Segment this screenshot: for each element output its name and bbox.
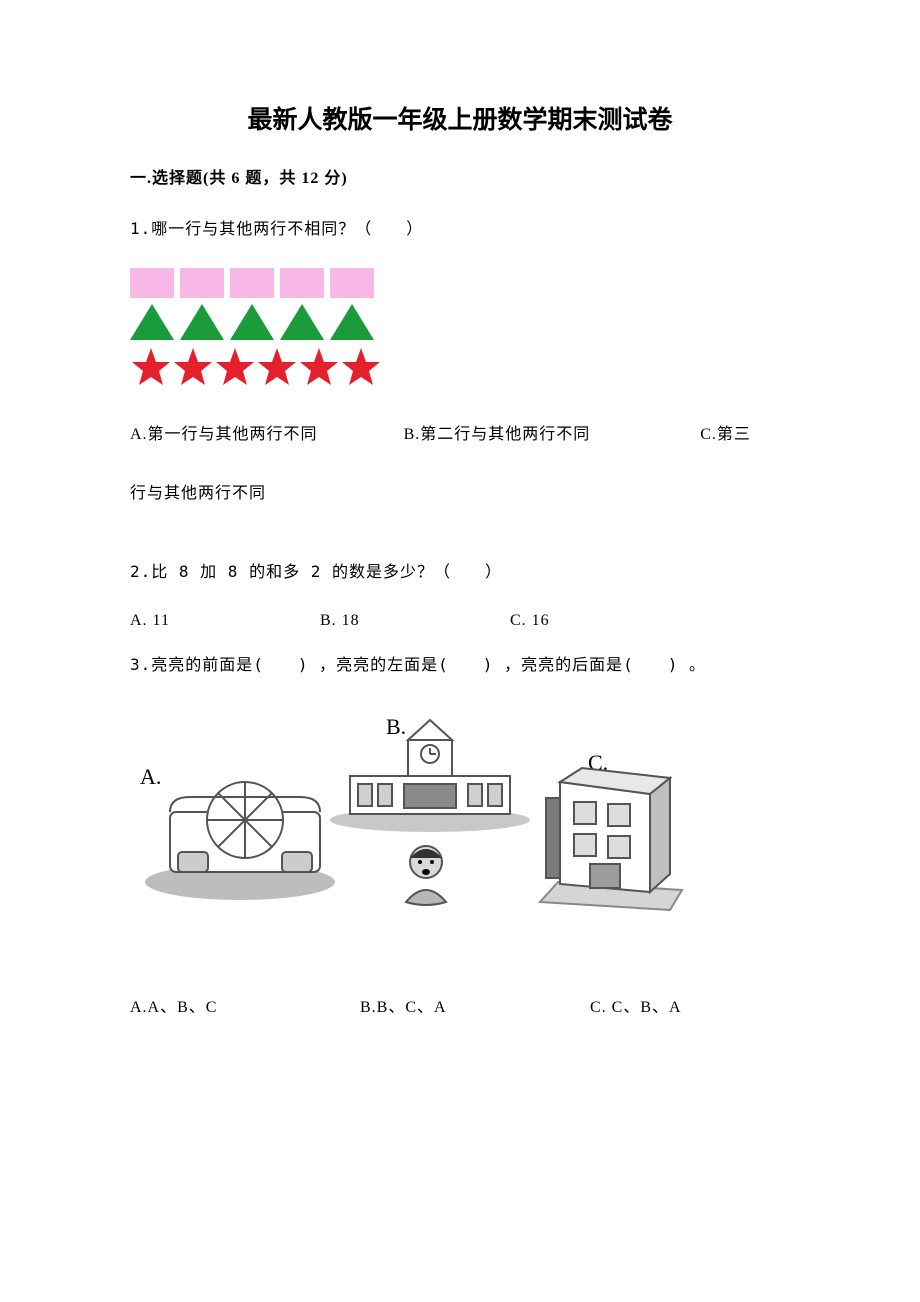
q3-text: 3.亮亮的前面是( ) ，亮亮的左面是( ) ，亮亮的后面是( ) 。 [130, 646, 790, 684]
q3-option-c: C. C、B、A [590, 989, 682, 1027]
q3-option-a: A.A、B、C [130, 989, 360, 1027]
q2-option-c: C. 16 [510, 602, 550, 640]
q3-options: A.A、B、C B.B、C、A C. C、B、A [130, 989, 790, 1027]
rect-shape [180, 268, 224, 298]
q1-option-a: A.第一行与其他两行不同 [130, 416, 318, 454]
spacer [590, 416, 700, 454]
q1-row-rectangles [130, 268, 790, 298]
q1-row-triangles [130, 304, 790, 340]
star-shape [300, 348, 338, 385]
section-heading: 一.选择题(共 6 题，共 12 分) [130, 164, 790, 188]
q1-option-c-part1: C.第三 [700, 416, 751, 454]
q3-option-b: B.B、C、A [360, 989, 590, 1027]
q3-label-b: B. [386, 714, 406, 739]
star-shape [132, 348, 170, 385]
q1-row-stars [130, 346, 790, 386]
q2-option-a: A. 11 [130, 602, 320, 640]
star-shape [342, 348, 380, 385]
page-title: 最新人教版一年级上册数学期末测试卷 [130, 100, 790, 136]
q2-option-b: B. 18 [320, 602, 510, 640]
star-shape [258, 348, 296, 385]
q1-option-c-part2: 行与其他两行不同 [130, 475, 790, 513]
rect-shape [230, 268, 274, 298]
triangle-shape [130, 304, 174, 340]
triangle-shape [330, 304, 374, 340]
q1-text: 1.哪一行与其他两行不相同？（ ） [130, 210, 790, 248]
q2-options: A. 11 B. 18 C. 16 [130, 602, 790, 640]
q1-options: A.第一行与其他两行不同 B.第二行与其他两行不同 C.第三 [130, 416, 790, 454]
q3-label-a: A. [140, 764, 161, 789]
star-shape [174, 348, 212, 385]
triangle-shape [280, 304, 324, 340]
star-shape [216, 348, 254, 385]
q1-shapes-figure [130, 268, 790, 386]
rect-shape [280, 268, 324, 298]
triangle-shape [230, 304, 274, 340]
rect-shape [330, 268, 374, 298]
spacer [318, 416, 404, 454]
q1-option-b: B.第二行与其他两行不同 [404, 416, 591, 454]
q3-illustration: A. B. [130, 702, 790, 939]
rect-shape [130, 268, 174, 298]
triangle-shape [180, 304, 224, 340]
q2-text: 2.比 8 加 8 的和多 2 的数是多少？（ ） [130, 553, 790, 591]
